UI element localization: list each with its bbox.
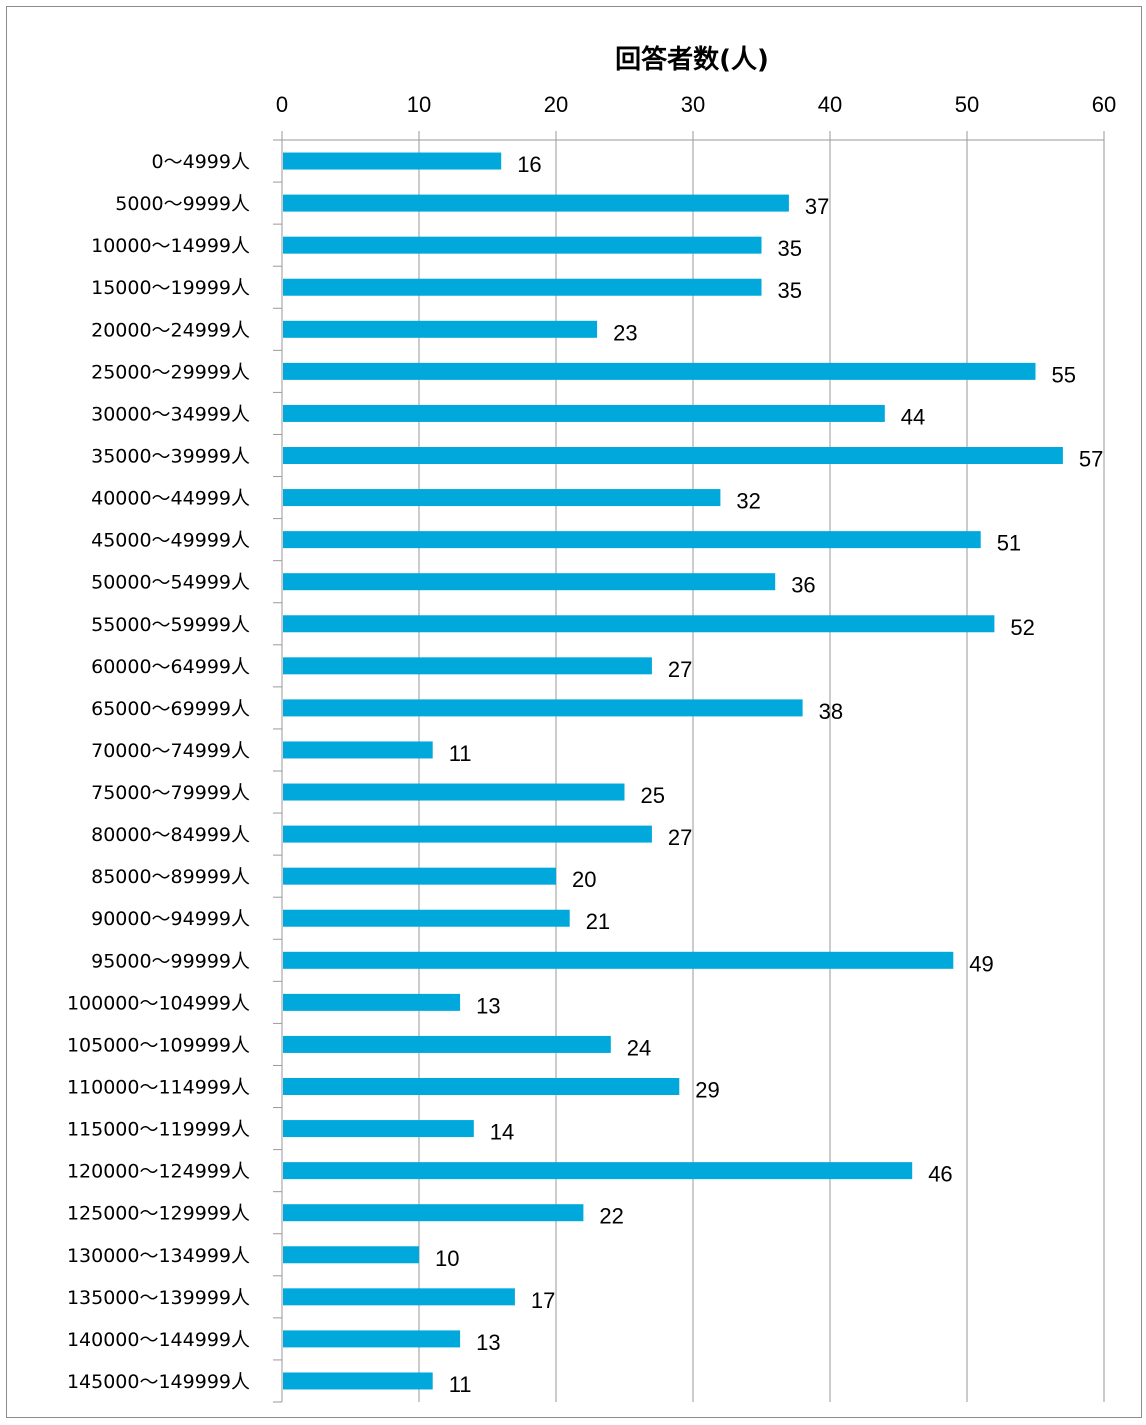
data-label: 49 <box>969 951 993 976</box>
data-label: 35 <box>778 236 802 261</box>
category-label: 90000～94999人 <box>91 908 250 930</box>
bar <box>283 699 803 717</box>
category-label: 135000～139999人 <box>67 1287 250 1309</box>
bar <box>283 1288 515 1306</box>
data-label: 21 <box>586 909 610 934</box>
bar <box>283 1330 461 1348</box>
bar <box>283 1078 680 1095</box>
x-tick-label: 60 <box>1092 92 1116 117</box>
data-label: 16 <box>517 152 541 177</box>
bar <box>283 1246 419 1264</box>
category-label: 55000～59999人 <box>91 614 250 636</box>
bar <box>283 657 652 675</box>
category-label: 145000～149999人 <box>67 1371 250 1393</box>
category-label: 60000～64999人 <box>91 656 250 678</box>
category-label: 140000～144999人 <box>67 1329 250 1351</box>
data-label: 22 <box>599 1204 623 1229</box>
bar <box>283 867 556 885</box>
data-label: 23 <box>613 320 637 345</box>
data-label: 35 <box>778 278 802 303</box>
bar <box>283 573 776 591</box>
data-label: 55 <box>1052 362 1076 387</box>
data-label: 57 <box>1079 447 1103 472</box>
category-label: 130000～134999人 <box>67 1245 250 1267</box>
bar <box>283 783 625 801</box>
category-label: 95000～99999人 <box>91 950 250 972</box>
bar <box>283 615 995 633</box>
category-label: 75000～79999人 <box>91 782 250 804</box>
data-label: 11 <box>449 741 472 766</box>
x-tick-label: 40 <box>818 92 842 117</box>
bar <box>283 320 598 338</box>
data-label: 17 <box>531 1288 555 1313</box>
category-label: 120000～124999人 <box>67 1161 250 1183</box>
x-tick-label: 50 <box>955 92 979 117</box>
bar <box>283 1372 433 1390</box>
category-label: 110000～114999人 <box>67 1077 250 1099</box>
category-label: 70000～74999人 <box>91 740 250 762</box>
data-label: 38 <box>819 699 843 724</box>
data-label: 37 <box>805 194 829 219</box>
bar <box>283 1162 913 1180</box>
bar <box>283 362 1036 380</box>
category-label: 125000～129999人 <box>67 1203 250 1225</box>
category-label: 105000～109999人 <box>67 1034 250 1056</box>
category-label: 80000～84999人 <box>91 824 250 846</box>
data-label: 11 <box>449 1372 472 1397</box>
bar <box>283 278 762 296</box>
category-label: 25000～29999人 <box>91 361 250 383</box>
category-label: 30000～34999人 <box>91 403 250 425</box>
category-label: 40000～44999人 <box>91 488 250 510</box>
data-label: 46 <box>928 1162 952 1187</box>
category-label: 15000～19999人 <box>91 277 250 299</box>
bar <box>283 909 570 927</box>
bar <box>283 825 652 843</box>
category-label: 10000～14999人 <box>91 235 250 257</box>
bar <box>283 236 762 254</box>
data-label: 29 <box>695 1078 719 1103</box>
category-label: 50000～54999人 <box>91 572 250 594</box>
data-label: 51 <box>997 531 1021 556</box>
x-tick-label: 30 <box>681 92 705 117</box>
category-label: 85000～89999人 <box>91 866 250 888</box>
category-label: 115000～119999人 <box>67 1119 250 1141</box>
category-label: 0～4999人 <box>152 151 250 173</box>
data-label: 27 <box>668 825 692 850</box>
category-label: 65000～69999人 <box>91 698 250 720</box>
bar <box>283 447 1063 464</box>
bar <box>283 531 981 549</box>
x-tick-label: 10 <box>407 92 431 117</box>
category-label: 45000～49999人 <box>91 530 250 552</box>
data-label: 13 <box>476 1330 500 1355</box>
bar <box>283 1204 584 1222</box>
bar <box>283 951 954 969</box>
data-label: 14 <box>490 1120 514 1145</box>
category-label: 20000～24999人 <box>91 319 250 341</box>
data-label: 44 <box>901 404 925 429</box>
chart-title: 回答者数(人) <box>615 44 769 75</box>
bar <box>283 194 789 212</box>
bar <box>283 152 502 170</box>
category-label: 35000～39999人 <box>91 446 250 468</box>
data-label: 13 <box>476 993 500 1018</box>
category-label: 100000～104999人 <box>67 992 250 1014</box>
bar <box>283 489 721 507</box>
data-label: 20 <box>572 867 596 892</box>
data-label: 32 <box>736 489 760 514</box>
bar <box>283 1035 611 1053</box>
data-label: 36 <box>791 573 815 598</box>
bar <box>283 993 461 1011</box>
data-label: 24 <box>627 1035 651 1060</box>
x-tick-label: 0 <box>276 92 288 117</box>
data-label: 27 <box>668 657 692 682</box>
data-label: 25 <box>641 783 665 808</box>
category-label: 5000～9999人 <box>115 193 250 215</box>
data-label: 52 <box>1010 615 1034 640</box>
bar <box>283 404 885 422</box>
bar <box>283 741 433 759</box>
x-tick-label: 20 <box>544 92 568 117</box>
bar <box>283 1120 474 1138</box>
data-label: 10 <box>435 1246 459 1271</box>
